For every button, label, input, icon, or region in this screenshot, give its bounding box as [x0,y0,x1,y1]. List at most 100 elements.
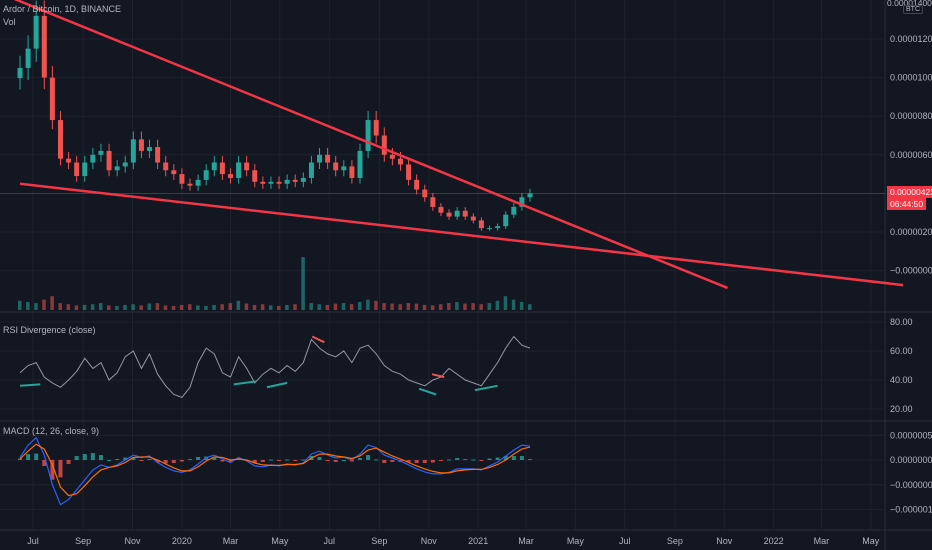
time-axis-label-13: Sep [667,536,683,546]
macd-histogram-bar-16 [147,459,152,461]
macd-histogram-bar-13 [123,457,128,460]
rsi-axis-label-1: 60.00 [890,346,913,356]
macd-histogram-bar-39 [333,460,338,462]
time-axis-label-16: Mar [814,536,830,546]
volume-bar-0 [18,300,22,310]
macd-histogram-bar-40 [341,460,346,461]
macd-histogram-bar-62 [519,456,524,460]
candle-body-41 [349,166,355,178]
candle-body-14 [130,139,136,163]
macd-histogram-bar-38 [325,460,330,461]
rsi-divergence-1 [233,380,256,386]
volume-bar-23 [204,305,208,310]
candle-body-5 [57,120,63,159]
time-axis-label-12: Jul [619,536,631,546]
candle-body-4 [49,77,55,121]
macd-histogram-bar-32 [277,460,282,461]
volume-bar-27 [236,300,241,310]
candle-body-38 [325,154,331,163]
candle-body-57 [478,220,484,229]
rsi-line [19,335,531,398]
macd-histogram-bar-61 [511,456,516,460]
candle-body-30 [260,181,266,184]
volume-bar-31 [268,305,273,310]
candle-body-49 [414,179,420,190]
volume-bar-53 [447,303,451,310]
macd-histogram-bar-0 [18,458,22,460]
macd-histogram-bar-4 [50,460,55,480]
candle-body-20 [179,174,185,184]
rsi-axis-label-2: 40.00 [890,375,913,385]
macd-histogram-bar-48 [406,460,411,463]
candle-body-25 [219,162,225,175]
volume-bar-26 [228,303,232,310]
candle-body-60 [503,214,509,227]
candle-body-46 [389,154,395,159]
volume-bar-5 [58,303,62,310]
volume-bar-14 [131,304,135,310]
time-axis-label-1: Sep [75,536,91,546]
macd-histogram-bar-50 [422,460,427,463]
volume-bar-4 [50,296,54,310]
macd-signal-line [19,443,531,497]
volume-bar-40 [341,303,346,310]
macd-histogram-bar-22 [196,457,201,460]
macd-histogram-bar-1 [26,454,31,460]
volume-bar-3 [42,299,46,310]
candle-body-9 [90,154,96,163]
macd-histogram-bar-10 [98,455,103,460]
volume-bar-33 [285,304,289,310]
candle-body-58 [487,228,493,230]
candle-body-6 [66,158,72,163]
time-axis-label-15: 2022 [764,536,784,546]
volume-bar-63 [528,304,532,310]
macd-histogram-bar-63 [528,459,532,461]
volume-bar-6 [66,304,71,310]
currency-badge[interactable]: BTC [903,5,923,14]
volume-bar-44 [374,300,378,310]
countdown-badge: 06:44:50 [887,198,927,210]
price-axis-label-4: 0.00000200 [890,227,932,237]
macd-histogram-bar-12 [115,459,120,461]
candle-body-23 [203,170,209,180]
macd-histogram-bar-35 [301,459,306,461]
macd-histogram-bar-8 [82,454,87,460]
candle-body-36 [308,162,314,178]
candle-body-35 [300,177,306,182]
candle-body-7 [74,162,80,177]
trendline-1 [19,182,904,287]
candle-body-33 [284,179,290,184]
candle-body-32 [276,181,282,184]
volume-bar-21 [188,304,192,310]
macd-histogram-bar-9 [90,453,95,460]
volume-bar-50 [422,304,427,310]
volume-bar-24 [212,304,216,310]
macd-histogram-bar-57 [479,460,484,461]
candle-body-13 [122,162,128,167]
macd-histogram-bar-43 [366,455,371,460]
macd-histogram-bar-6 [66,460,71,464]
macd-histogram-bar-18 [163,460,168,464]
candle-body-61 [511,206,517,215]
candle-body-63 [527,193,533,198]
volume-bar-42 [358,301,362,310]
macd-histogram-bar-37 [317,457,322,460]
rsi-divergence-6 [474,384,498,392]
rsi-divergence-4 [418,387,437,396]
candle-body-11 [106,150,112,171]
macd-histogram-bar-54 [455,458,460,460]
volume-bar-48 [406,303,411,310]
candle-body-27 [236,162,242,178]
volume-bar-36 [309,303,313,310]
volume-bar-11 [107,305,111,310]
macd-histogram-bar-41 [349,460,354,462]
macd-histogram-bar-55 [463,459,468,461]
volume-bar-35 [301,257,305,310]
candle-body-29 [252,170,258,182]
volume-bar-12 [115,305,119,310]
